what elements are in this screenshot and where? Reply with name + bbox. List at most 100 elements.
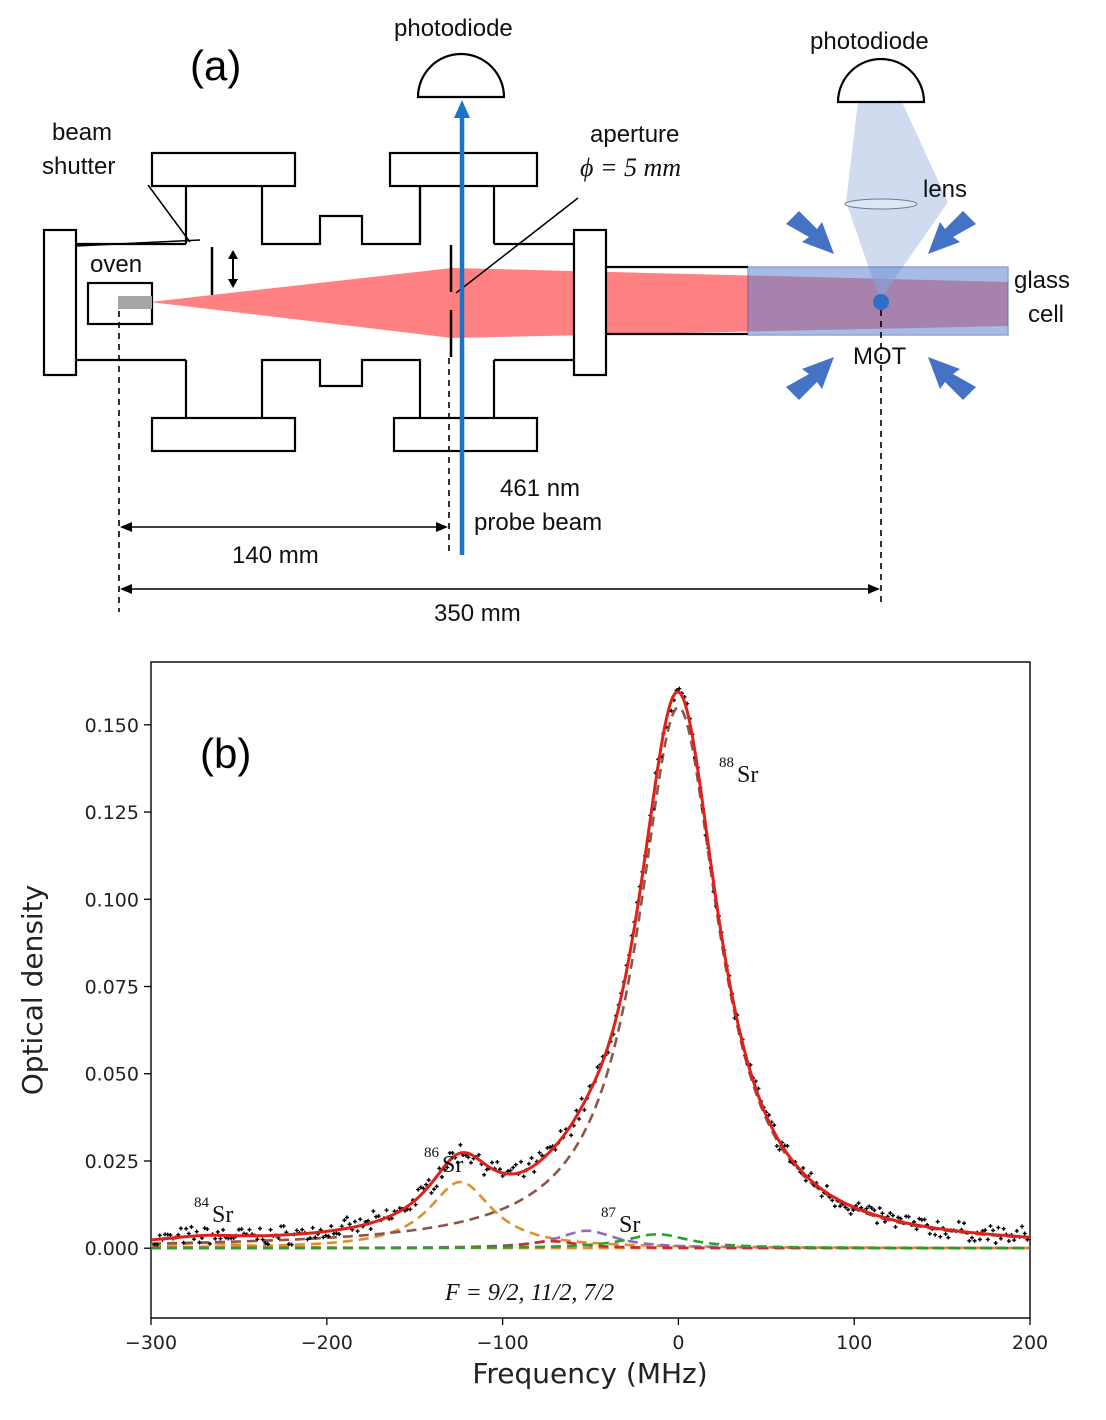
data-point — [838, 1204, 843, 1209]
x-tick-label: −100 — [477, 1332, 529, 1354]
data-point — [888, 1211, 893, 1216]
data-point — [801, 1165, 806, 1170]
shutter-leader-line-2 — [75, 239, 201, 247]
data-point — [384, 1208, 389, 1213]
distance-350-label: 350 mm — [434, 600, 521, 627]
data-point — [197, 1240, 202, 1245]
data-point — [484, 1167, 489, 1172]
x-tick-label: 0 — [672, 1332, 684, 1354]
data-point — [922, 1217, 927, 1222]
dimension-lines — [118, 310, 882, 612]
shutter-motion-arrow — [228, 250, 238, 288]
data-point — [1014, 1228, 1019, 1233]
x-tick-label: 100 — [836, 1332, 872, 1354]
data-point — [880, 1211, 885, 1216]
data-point — [432, 1187, 437, 1192]
data-point — [458, 1142, 463, 1147]
mot-arrow-bottom-right — [928, 357, 976, 400]
y-tick-label: 0.100 — [85, 889, 139, 911]
data-point — [1001, 1226, 1006, 1231]
dim-arrow — [120, 522, 132, 532]
data-point — [455, 1160, 460, 1165]
glass-cell-label-2: cell — [1028, 301, 1064, 328]
data-point — [896, 1215, 901, 1220]
data-point — [437, 1166, 442, 1171]
y-tick-label: 0.075 — [85, 977, 139, 999]
data-point — [996, 1225, 1001, 1230]
probe-beam-label: probe beam — [474, 509, 602, 536]
data-point — [991, 1228, 996, 1233]
data-point — [310, 1225, 315, 1230]
data-point — [890, 1213, 895, 1218]
data-point — [352, 1219, 357, 1224]
isotope-84-annotation: 84 Sr — [194, 1195, 233, 1228]
data-point — [178, 1226, 183, 1231]
data-point — [577, 1116, 582, 1121]
beam-shutter-label-1: beam — [52, 119, 112, 146]
iso-84-mass: 84 — [194, 1195, 210, 1211]
x-tick-label: 200 — [1012, 1332, 1048, 1354]
iso-86-symbol: Sr — [442, 1152, 463, 1178]
data-point — [368, 1227, 373, 1232]
iso-86-mass: 86 — [424, 1145, 440, 1161]
data-point — [313, 1235, 318, 1240]
x-axis-label: Frequency (MHz) — [472, 1357, 707, 1390]
iso-84-symbol: Sr — [212, 1202, 233, 1228]
mot-arrow-bottom-left — [786, 357, 834, 400]
data-point — [389, 1216, 394, 1221]
data-point — [864, 1206, 869, 1211]
data-point — [869, 1206, 874, 1211]
panel-a: (a) ov — [42, 15, 1070, 627]
data-point — [205, 1227, 210, 1232]
data-point — [260, 1237, 265, 1242]
data-point — [832, 1204, 837, 1209]
distance-140-label: 140 mm — [232, 542, 319, 569]
data-point — [345, 1215, 350, 1220]
isotope-88-annotation: 88 Sr — [719, 755, 758, 788]
data-point — [914, 1227, 919, 1232]
data-point — [376, 1214, 381, 1219]
data-point — [977, 1237, 982, 1242]
y-axis-label: Optical density — [16, 885, 49, 1095]
data-point — [202, 1226, 207, 1231]
data-point — [329, 1224, 334, 1229]
data-point — [875, 1221, 880, 1226]
dim-arrow — [868, 584, 880, 594]
data-point — [289, 1242, 294, 1247]
data-point — [155, 1242, 160, 1247]
dim-arrow — [120, 584, 132, 594]
y-tick-label: 0.125 — [85, 802, 139, 824]
data-point — [569, 1133, 574, 1138]
lens-icon — [844, 198, 918, 210]
data-point — [824, 1183, 829, 1188]
data-point — [221, 1227, 226, 1232]
data-point — [265, 1241, 270, 1246]
data-point — [809, 1171, 814, 1176]
shutter-leader-line — [147, 184, 191, 243]
data-point — [993, 1241, 998, 1246]
panel-a-label: (a) — [190, 42, 241, 89]
data-point — [468, 1160, 473, 1165]
data-point — [255, 1237, 260, 1242]
data-point — [513, 1162, 518, 1167]
data-point — [207, 1241, 212, 1246]
data-point — [846, 1207, 851, 1212]
data-point — [450, 1150, 455, 1155]
cross-outline-top — [260, 186, 422, 246]
data-point — [537, 1150, 542, 1155]
total-fit-curve — [150, 690, 1031, 1242]
data-point — [877, 1206, 882, 1211]
panel-b-label: (b) — [200, 730, 251, 777]
right-end-flange — [572, 228, 608, 377]
dim-arrow — [436, 522, 448, 532]
component-fit-curve — [151, 1233, 1030, 1250]
data-point — [819, 1194, 824, 1199]
data-point — [371, 1209, 376, 1214]
data-point — [247, 1227, 252, 1232]
aperture-label: aperture — [590, 121, 679, 148]
photodiode-left-icon — [416, 52, 506, 99]
y-tick-label: 0.150 — [85, 715, 139, 737]
data-point — [595, 1065, 600, 1070]
component-fit-curve — [151, 1180, 1030, 1250]
